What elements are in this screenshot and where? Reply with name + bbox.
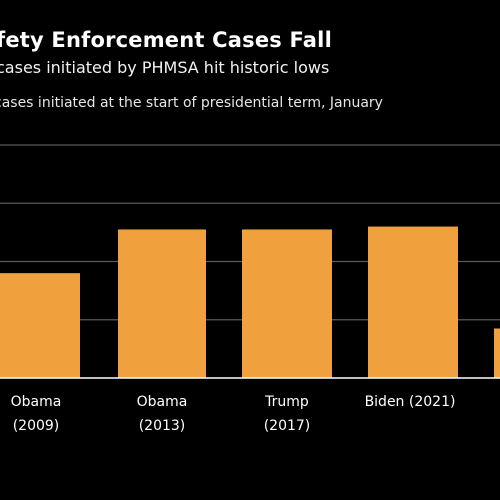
x-tick-label: (2017) bbox=[264, 418, 311, 434]
bar bbox=[0, 273, 80, 378]
x-tick-label: Obama bbox=[11, 394, 62, 410]
x-tick-label: Trump bbox=[264, 394, 309, 410]
x-tick-label: Obama bbox=[137, 394, 188, 410]
x-tick-label: (2009) bbox=[13, 418, 60, 434]
bar bbox=[242, 229, 332, 378]
chart-subtitle: cases initiated by PHMSA hit historic lo… bbox=[0, 58, 330, 77]
chart-caption: cases initiated at the start of presiden… bbox=[0, 95, 383, 111]
chart-title: fety Enforcement Cases Fall bbox=[0, 28, 332, 52]
x-tick-label: (2013) bbox=[139, 418, 186, 434]
bar bbox=[494, 328, 500, 378]
bar bbox=[368, 226, 458, 378]
bar bbox=[118, 229, 206, 378]
x-tick-label: Biden (2021) bbox=[365, 394, 456, 410]
